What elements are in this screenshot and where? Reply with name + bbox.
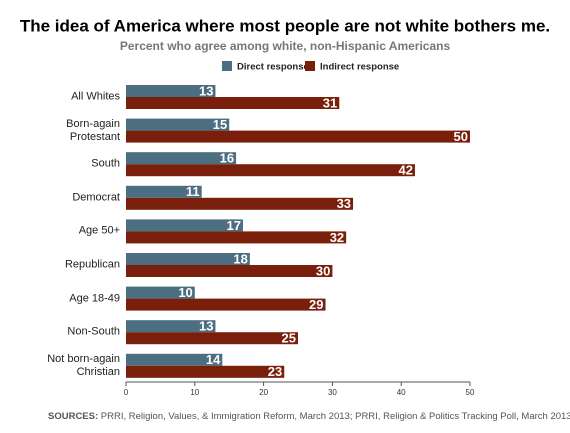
bar-value-label: 13 — [199, 83, 213, 98]
x-tick-label: 50 — [466, 388, 475, 397]
y-tick-label: Republican — [64, 258, 120, 271]
bar — [126, 97, 340, 109]
bar — [126, 353, 223, 366]
bar-value-label: 25 — [282, 331, 296, 346]
bar — [126, 286, 195, 299]
bar-value-label: 11 — [186, 184, 200, 199]
bar-value-label: 31 — [323, 95, 337, 110]
bar-value-label: 13 — [199, 319, 213, 334]
bar — [126, 253, 250, 265]
y-tick-label: Age 18-49 — [69, 292, 120, 305]
y-tick-label: Democrat — [72, 191, 120, 204]
legend-label: Indirect response — [320, 62, 399, 73]
legend-swatch — [222, 61, 232, 71]
y-tick-label: Born-again Protestant — [66, 117, 120, 143]
y-tick-label: Non-South — [67, 325, 120, 338]
x-tick-label: 30 — [328, 388, 337, 397]
bar — [126, 130, 470, 143]
x-tick-label: 40 — [397, 388, 406, 397]
bar — [126, 298, 326, 311]
bar — [126, 332, 298, 345]
bar-value-label: 16 — [220, 151, 234, 166]
bar — [126, 219, 243, 232]
chart-subtitle: Percent who agree among white, non-Hispa… — [120, 39, 451, 53]
y-tick-label: Age 50+ — [78, 224, 120, 237]
x-tick-label: 10 — [190, 388, 199, 397]
legend-swatch — [305, 61, 315, 71]
bar-value-label: 10 — [178, 285, 192, 300]
legend-label: Direct response — [237, 62, 309, 73]
y-tick-label: All Whites — [71, 90, 120, 103]
source-text: PRRI, Religion, Values, & Immigration Re… — [101, 411, 570, 422]
y-tick-label: Not born-again Christian — [47, 352, 120, 378]
bar — [126, 152, 237, 165]
bar-value-label: 30 — [316, 263, 330, 278]
bar — [126, 85, 216, 97]
bar-value-label: 32 — [330, 230, 344, 245]
bar — [126, 164, 415, 177]
bar-value-label: 14 — [206, 352, 221, 367]
bar — [126, 185, 202, 198]
bar — [126, 365, 285, 378]
bar-value-label: 42 — [398, 163, 412, 178]
x-tick-label: 20 — [259, 388, 268, 397]
bar-value-label: 33 — [337, 196, 351, 211]
bar — [126, 118, 230, 131]
bar-value-label: 23 — [268, 364, 282, 379]
chart-title: The idea of America where most people ar… — [20, 16, 550, 35]
y-tick-label: South — [91, 157, 120, 170]
bar — [126, 197, 354, 210]
x-tick-label: 0 — [124, 388, 129, 397]
bar — [126, 265, 333, 277]
bar-value-label: 50 — [454, 129, 468, 144]
bar-value-label: 17 — [226, 218, 240, 233]
bar-value-label: 18 — [233, 251, 247, 266]
bar-value-label: 29 — [309, 297, 323, 312]
bar — [126, 320, 216, 333]
bar-value-label: 15 — [213, 117, 227, 132]
bar — [126, 231, 347, 244]
source: SOURCES: PRRI, Religion, Values, & Immig… — [48, 411, 570, 422]
source-label: SOURCES: — [48, 411, 98, 422]
